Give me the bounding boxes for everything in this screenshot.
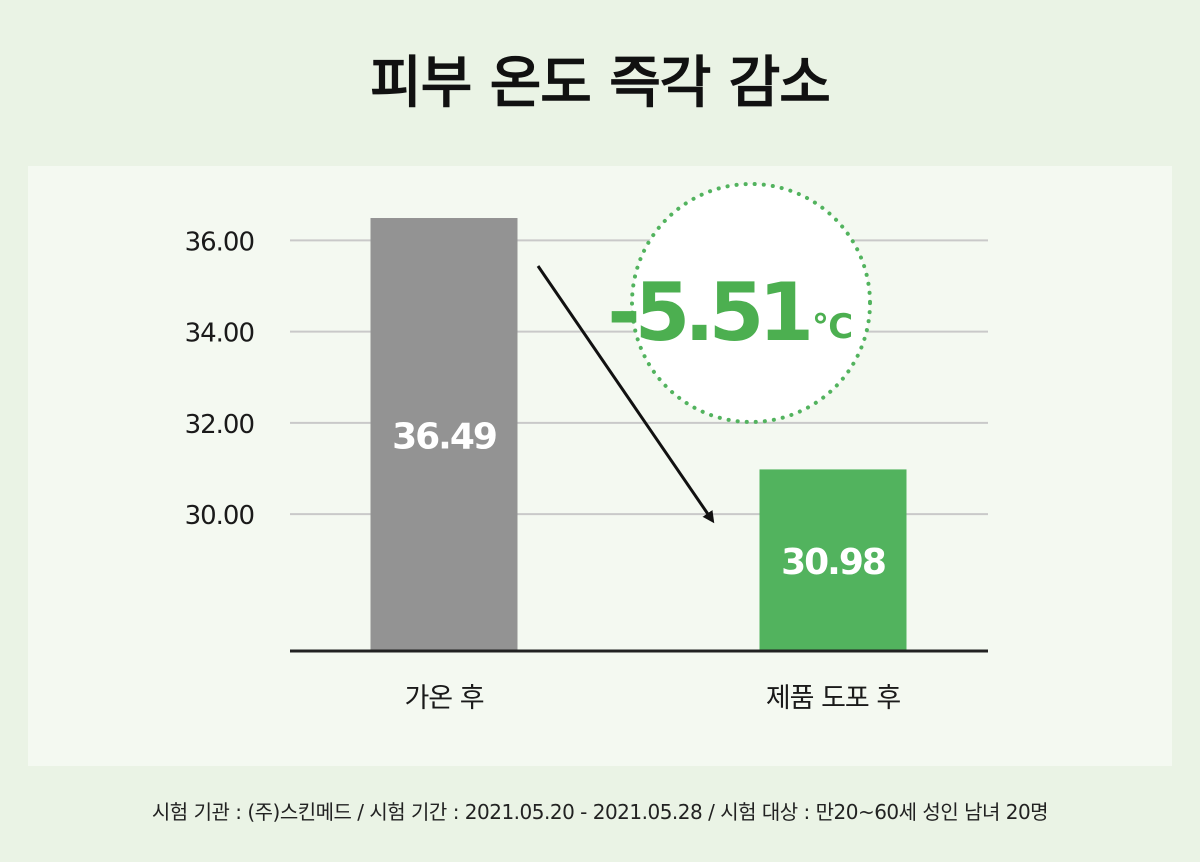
difference-value: -5.51 bbox=[607, 266, 809, 359]
x-category-label: 가온 후 bbox=[404, 683, 483, 714]
bar-value-label: 30.98 bbox=[781, 542, 885, 583]
y-axis-ticks: 30.00 32.00 34.00 36.00 bbox=[185, 227, 255, 531]
x-category-label: 제품 도포 후 bbox=[766, 683, 901, 714]
decrease-arrow bbox=[536, 265, 715, 524]
y-tick-label: 32.00 bbox=[185, 410, 254, 440]
x-axis-category-labels: 가온 후 제품 도포 후 bbox=[404, 683, 901, 714]
y-tick-label: 30.00 bbox=[185, 501, 254, 531]
difference-badge-circle bbox=[630, 182, 872, 424]
bar-value-label: 36.49 bbox=[392, 417, 496, 458]
difference-badge: -5.51 ℃ bbox=[607, 182, 872, 424]
difference-unit: ℃ bbox=[812, 307, 853, 347]
test-info-footnote: 시험 기관 : (주)스킨메드 / 시험 기간 : 2021.05.20 - 2… bbox=[151, 800, 1049, 824]
y-tick-label: 34.00 bbox=[185, 319, 254, 349]
page-title: 피부 온도 즉각 감소 bbox=[370, 51, 831, 116]
bar-value-labels: 36.49 30.98 bbox=[392, 417, 887, 584]
chart-panel bbox=[28, 166, 1172, 766]
bar bbox=[370, 218, 518, 652]
y-tick-label: 36.00 bbox=[185, 227, 254, 257]
bar bbox=[759, 469, 907, 651]
bars bbox=[370, 218, 907, 652]
